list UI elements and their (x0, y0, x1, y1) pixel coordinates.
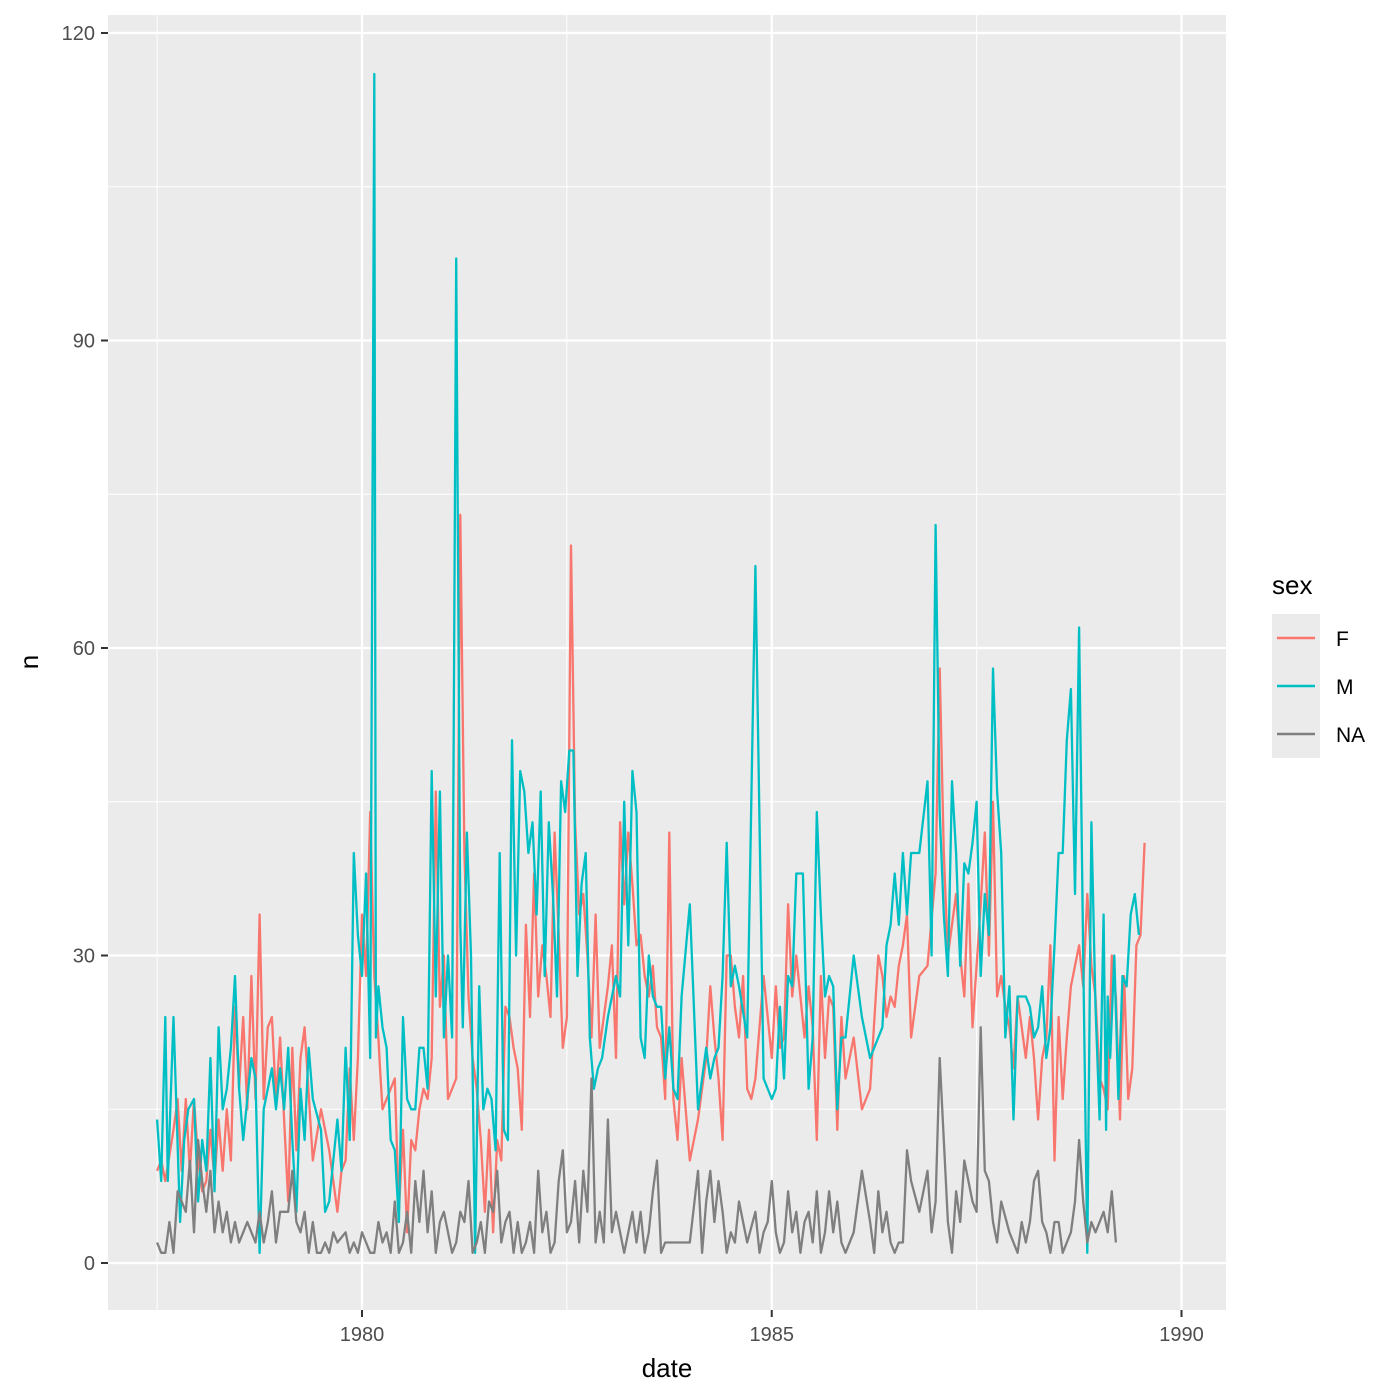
x-axis-title: date (642, 1353, 693, 1383)
legend-title: sex (1272, 570, 1312, 600)
series-line-na (156, 1026, 1118, 1254)
legend-label-m: M (1336, 676, 1354, 699)
legend-label-na: NA (1336, 724, 1365, 747)
x-axis: 1980 1985 1990 (340, 1310, 1204, 1346)
grid-major (108, 15, 1226, 1310)
y-axis-title: n (14, 655, 44, 669)
legend: sex F M NA (1272, 570, 1365, 758)
series-line-m (155, 72, 1141, 1254)
y-tick-label: 60 (73, 638, 95, 660)
x-tick-label: 1980 (340, 1324, 385, 1346)
legend-label-f: F (1336, 628, 1349, 651)
y-tick-label: 120 (62, 23, 95, 45)
x-tick-label: 1985 (750, 1324, 795, 1346)
y-tick-label: 30 (73, 946, 95, 968)
x-tick-label: 1990 (1159, 1324, 1204, 1346)
y-tick-label: 90 (73, 331, 95, 353)
y-tick-label: 0 (84, 1253, 95, 1275)
plot-panel (108, 15, 1226, 1310)
y-axis: 0 30 60 90 120 (62, 23, 108, 1275)
series-layer (155, 72, 1146, 1254)
